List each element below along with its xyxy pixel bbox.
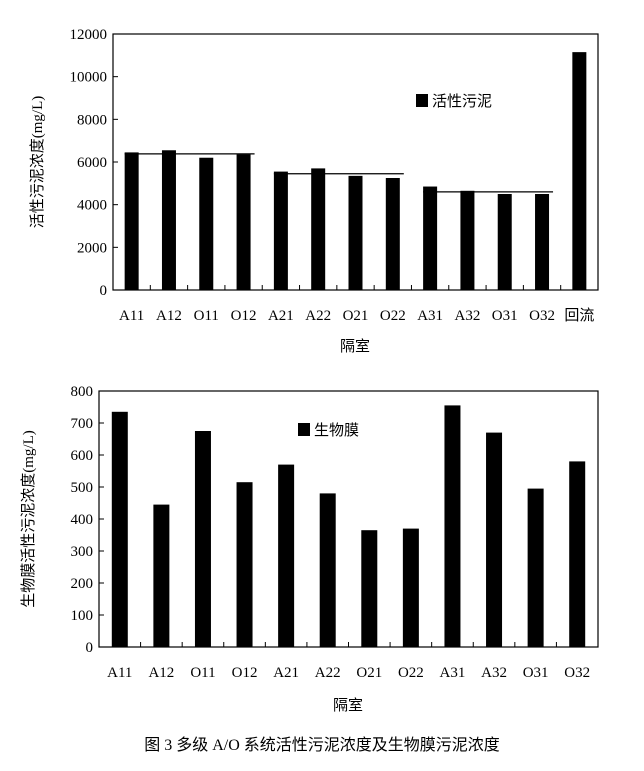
bar-O21 <box>348 175 363 290</box>
bar-O21 <box>361 530 378 647</box>
bar-O12 <box>236 482 253 647</box>
y-tick-label: 600 <box>71 448 94 464</box>
x-tick-label: A12 <box>148 665 174 681</box>
legend-swatch-1 <box>416 94 428 107</box>
y-tick-label: 8000 <box>77 112 107 128</box>
y-tick-label: 2000 <box>77 240 107 256</box>
x-tick-label: O32 <box>564 665 590 681</box>
bar-A22 <box>319 493 336 647</box>
x-tick-label: O11 <box>194 308 219 324</box>
bar-O22 <box>402 528 419 647</box>
bar-O31 <box>497 194 512 290</box>
bar-O11 <box>199 157 214 290</box>
legend-swatch-2 <box>298 423 310 436</box>
x-tick-label: O21 <box>343 308 369 324</box>
bar-A21 <box>273 171 288 290</box>
bar-A12 <box>161 150 176 290</box>
chart-biofilm: 0 100 200 300 400 500 600 700 800 A11 A12 O11 O12 A2… <box>20 384 599 714</box>
bar-A32 <box>486 432 503 647</box>
x-tick-label: O22 <box>380 308 406 324</box>
x-tick-label: A11 <box>107 665 132 681</box>
x-tick-label: A21 <box>268 308 294 324</box>
bars-2 <box>111 405 586 647</box>
x-tick-label: A22 <box>305 308 331 324</box>
bar-O31 <box>527 488 544 647</box>
bar-O32 <box>569 461 586 647</box>
figure-caption: 图 3 多级 A/O 系统活性污泥浓度及生物膜污泥浓度 <box>144 736 500 754</box>
x-tick-label: O31 <box>492 308 518 324</box>
y-tick-label: 200 <box>71 576 94 592</box>
bar-O11 <box>194 431 211 647</box>
legend-label-1: 活性污泥 <box>432 93 492 110</box>
y-tick-label: 4000 <box>77 198 107 214</box>
y-tick-label: 700 <box>71 416 94 432</box>
bar-A22 <box>311 168 326 290</box>
x-tick-label: 回流 <box>564 307 594 324</box>
bar-A12 <box>153 504 170 647</box>
legend-1: 活性污泥 <box>416 93 492 110</box>
x-tick-label: A32 <box>455 308 481 324</box>
y-tick-label: 300 <box>71 544 94 560</box>
bar-A21 <box>278 464 295 647</box>
x-tick-label: O22 <box>398 665 424 681</box>
y-tick-label: 800 <box>71 384 94 400</box>
x-tick-label: O11 <box>190 665 215 681</box>
x-axis-ticks-1: A11 A12 O11 O12 A21 A22 O21 O22 A31 A32 O31 O32 回流 <box>119 285 594 324</box>
y-tick-label: 0 <box>100 283 108 299</box>
bar-A32 <box>460 190 475 290</box>
bars-1 <box>124 52 587 291</box>
reference-lines-1 <box>124 153 554 193</box>
x-tick-label: O12 <box>232 665 258 681</box>
x-tick-label: A11 <box>119 308 144 324</box>
x-tick-label: A31 <box>440 665 466 681</box>
bar-A31 <box>423 186 438 290</box>
x-tick-label: A22 <box>315 665 341 681</box>
bar-回流 <box>572 52 587 291</box>
y-tick-label: 500 <box>71 480 94 496</box>
bar-A11 <box>111 411 128 647</box>
x-axis-label-1: 隔室 <box>340 338 370 355</box>
x-tick-label: O32 <box>529 308 555 324</box>
x-tick-label: A31 <box>417 308 443 324</box>
y-tick-label: 10000 <box>70 70 108 86</box>
y-axis-ticks-1: 0 2000 4000 6000 8000 10000 12000 <box>70 27 118 299</box>
legend-2: 生物膜 <box>298 422 359 439</box>
x-tick-label: A32 <box>481 665 507 681</box>
y-tick-label: 100 <box>71 608 94 624</box>
y-tick-label: 400 <box>71 512 94 528</box>
bar-A31 <box>444 405 461 647</box>
y-tick-label: 6000 <box>77 155 107 171</box>
legend-label-2: 生物膜 <box>314 422 359 439</box>
bar-O22 <box>385 178 400 290</box>
x-tick-label: A12 <box>156 308 182 324</box>
bar-A11 <box>124 152 139 290</box>
x-tick-label: O12 <box>231 308 257 324</box>
chart-activated-sludge: 0 2000 4000 6000 8000 10000 12000 A11 A12 O11 O12… <box>29 27 599 355</box>
x-axis-ticks-2: A11 A12 O11 O12 A21 A22 O21 O22 A31 A32 O31 O32 <box>107 642 590 681</box>
y-axis-label-2: 生物膜活性污泥浓度(mg/L) <box>20 430 37 608</box>
x-axis-label-2: 隔室 <box>333 697 363 714</box>
y-axis-ticks-2: 0 100 200 300 400 500 600 700 800 <box>71 384 104 656</box>
y-tick-label: 0 <box>86 640 94 656</box>
y-axis-label-1: 活性污泥浓度(mg/L) <box>29 96 46 229</box>
y-tick-label: 12000 <box>70 27 108 43</box>
x-tick-label: O21 <box>356 665 382 681</box>
x-tick-label: O31 <box>523 665 549 681</box>
bar-O32 <box>535 194 550 290</box>
x-tick-label: A21 <box>273 665 299 681</box>
bar-O12 <box>236 154 251 290</box>
